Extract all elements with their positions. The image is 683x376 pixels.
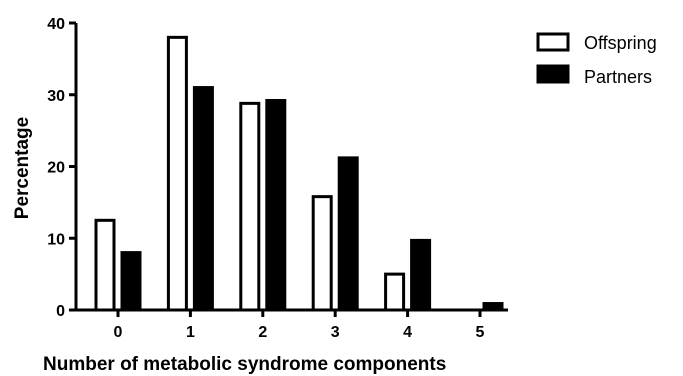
- bar-partners-4: [410, 238, 432, 312]
- x-axis-title: Number of metabolic syndrome components: [43, 354, 446, 375]
- x-tick-label: 0: [114, 324, 123, 341]
- y-axis-title: Percentage: [12, 117, 33, 219]
- bar-partners-2: [265, 98, 287, 312]
- bar-offspring-4: [384, 272, 406, 312]
- y-tick-label: 40: [47, 16, 65, 33]
- x-tick-label: 3: [331, 324, 340, 341]
- bar-offspring-0: [94, 218, 116, 312]
- x-tick-label: 4: [403, 324, 412, 341]
- bar-offspring-1: [166, 35, 188, 312]
- bars-group: [94, 35, 504, 312]
- x-ticks: 0 1 2 3 4 5: [114, 310, 485, 341]
- legend-label-offspring: Offspring: [584, 33, 657, 53]
- y-tick-label: 20: [47, 160, 65, 177]
- plot-area: 0 10 20 30 40 0 1 2 3 4 5: [47, 16, 508, 341]
- x-tick-label: 5: [476, 324, 485, 341]
- bar-offspring-2: [239, 101, 261, 312]
- legend-swatch-partners: [536, 64, 570, 84]
- x-tick-label: 2: [258, 324, 267, 341]
- x-tick-label: 1: [186, 324, 195, 341]
- bar-partners-1: [192, 86, 214, 312]
- legend: Offspring Partners: [536, 32, 657, 87]
- y-tick-label: 30: [47, 88, 65, 105]
- bar-partners-0: [120, 251, 142, 312]
- y-tick-label: 10: [47, 231, 65, 248]
- y-tick-label: 0: [56, 303, 65, 320]
- legend-swatch-offspring: [536, 32, 570, 52]
- bar-offspring-3: [311, 195, 333, 312]
- legend-label-partners: Partners: [584, 67, 652, 87]
- bar-partners-3: [337, 156, 359, 312]
- y-ticks: 0 10 20 30 40: [47, 16, 76, 320]
